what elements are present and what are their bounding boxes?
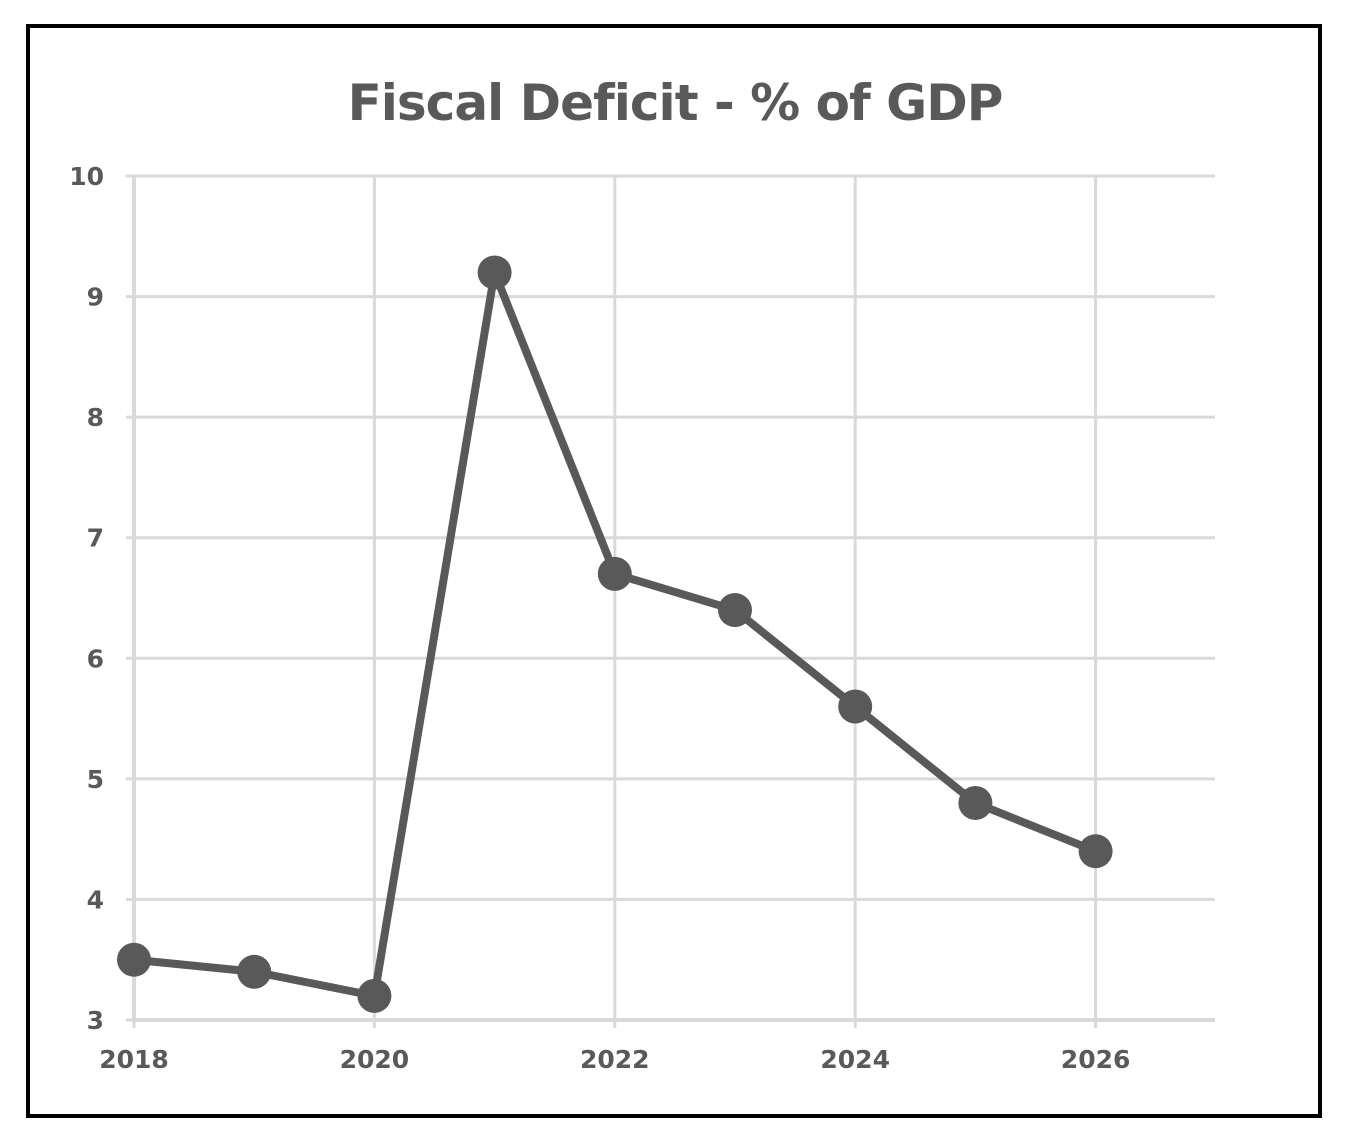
- data-point-2020: [357, 978, 392, 1013]
- data-point-2025: [958, 785, 993, 820]
- x-tick-label-2022: 2022: [580, 1045, 650, 1074]
- data-point-2021: [477, 255, 512, 290]
- data-point-2018: [117, 942, 151, 977]
- y-tick-label-9: 9: [87, 283, 104, 312]
- y-tick-label-4: 4: [87, 885, 104, 914]
- data-point-2023: [718, 593, 752, 628]
- y-tick-label-3: 3: [87, 1006, 104, 1035]
- chart-title: Fiscal Deficit - % of GDP: [347, 74, 1004, 132]
- tick-label-layer: 3 4 5 6 7 8 9 10 2018 2020 2022 2024 2026: [69, 162, 1130, 1074]
- series-layer: [117, 255, 1113, 1013]
- data-point-2026: [1078, 834, 1113, 869]
- y-tick-label-8: 8: [87, 403, 104, 432]
- x-tick-label-2020: 2020: [340, 1045, 410, 1074]
- axis-layer: [126, 174, 1215, 1028]
- data-point-2019: [237, 954, 272, 989]
- y-tick-label-10: 10: [69, 162, 104, 191]
- y-tick-label-5: 5: [87, 765, 104, 794]
- data-point-2024: [838, 689, 873, 724]
- x-tick-label-2026: 2026: [1061, 1045, 1131, 1074]
- chart-frame: [26, 24, 1322, 1118]
- y-tick-label-7: 7: [87, 524, 104, 553]
- y-tick-label-6: 6: [87, 644, 104, 673]
- data-point-2022: [597, 556, 632, 591]
- grid-layer: [134, 174, 1215, 1020]
- x-tick-label-2024: 2024: [820, 1045, 890, 1074]
- x-tick-label-2018: 2018: [99, 1045, 169, 1074]
